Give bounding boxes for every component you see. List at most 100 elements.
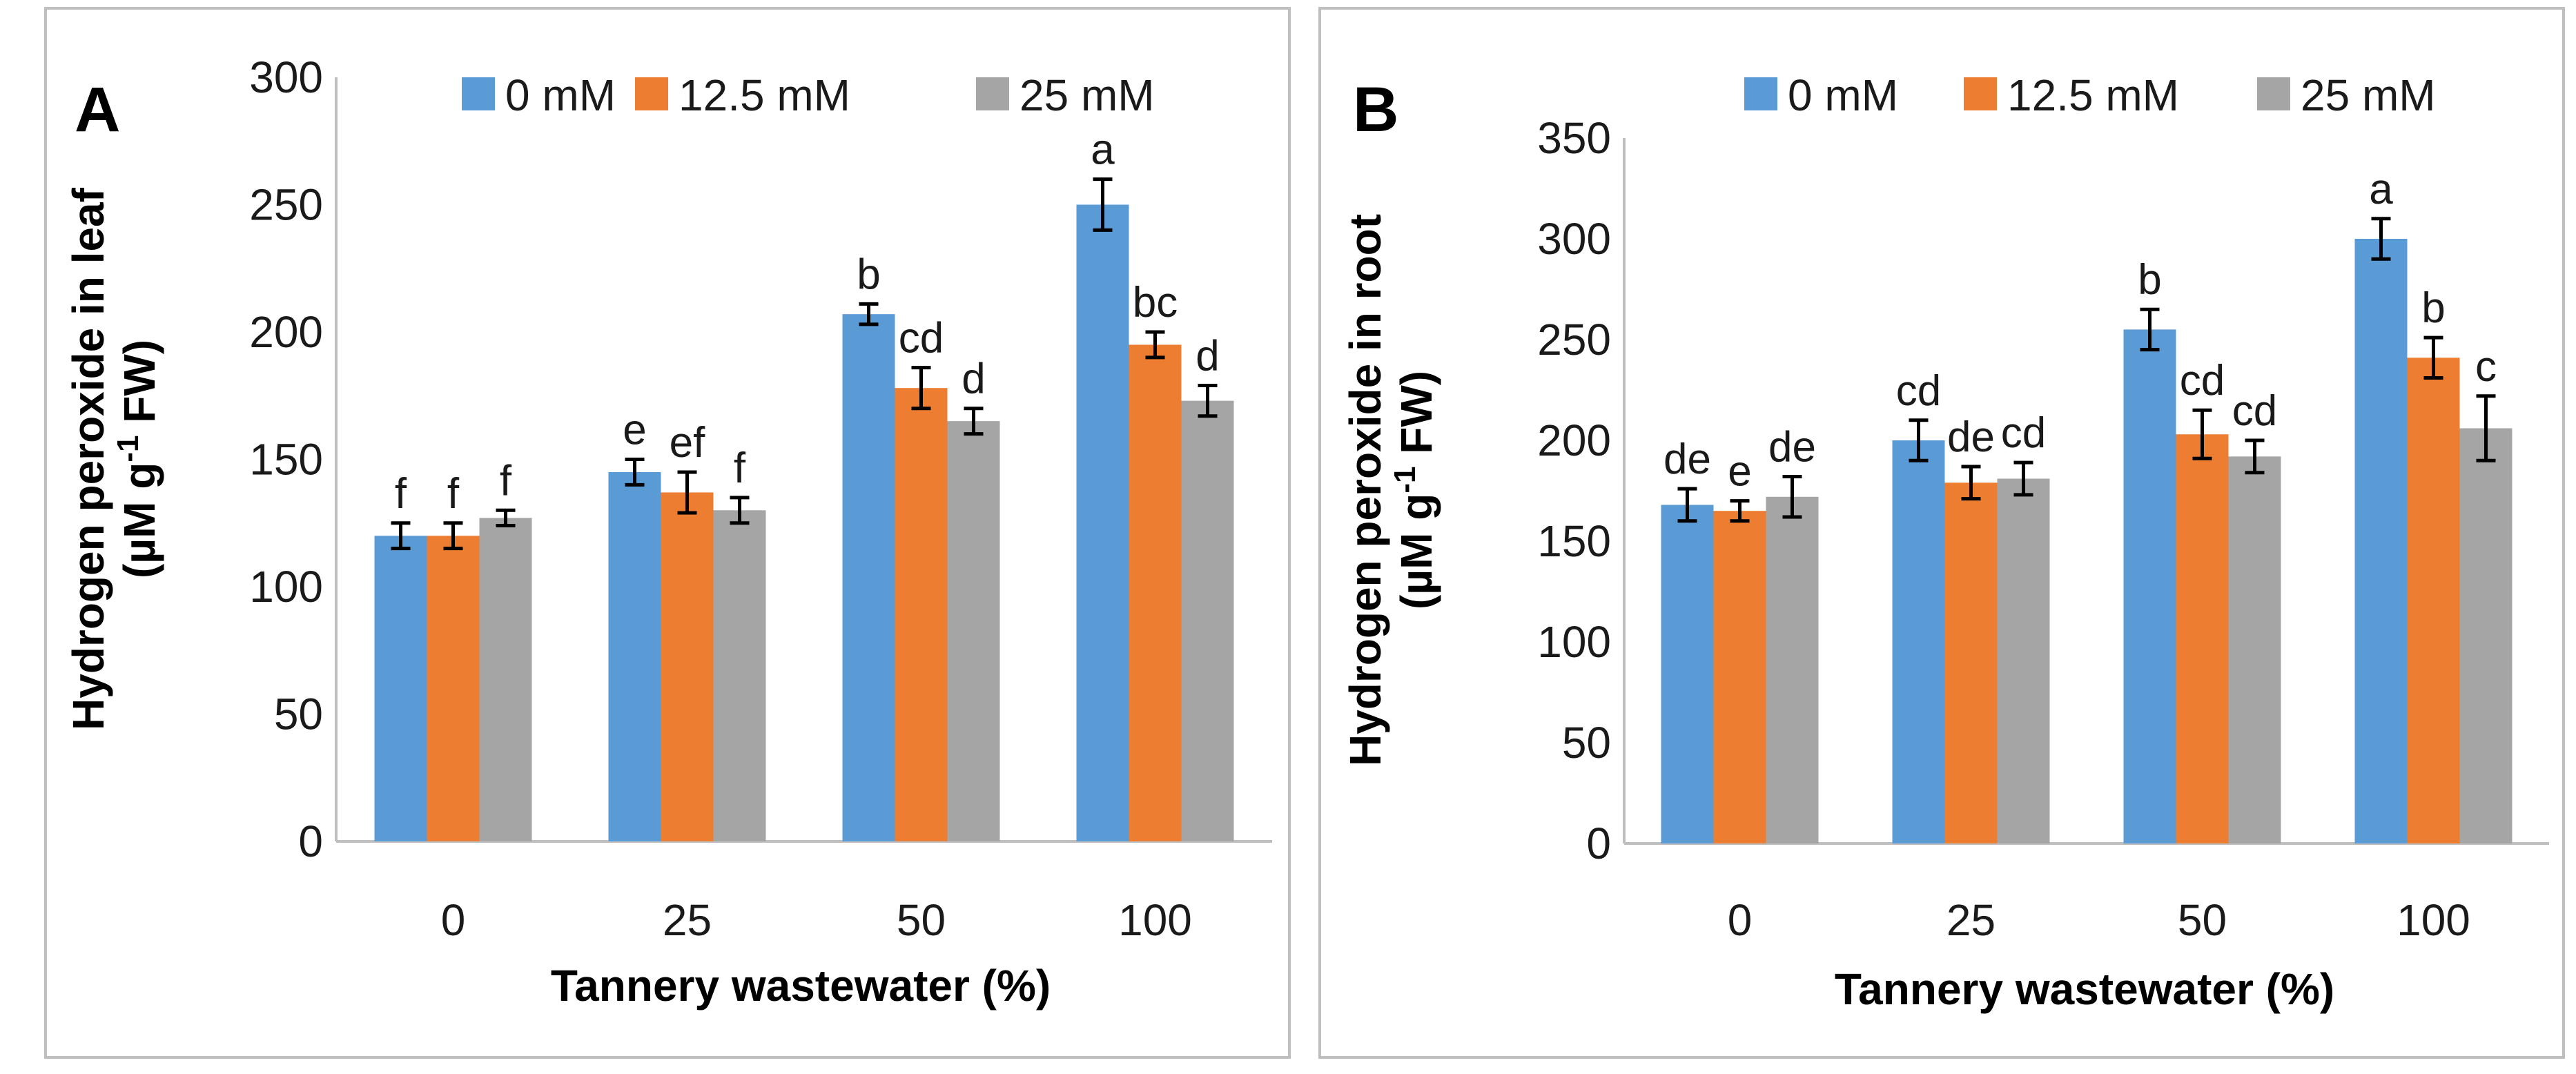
panel-b-legend-label-12-5mm: 12.5 mM bbox=[2007, 70, 2179, 120]
panel-a-y-tick-200: 200 bbox=[249, 307, 323, 357]
panel-a-12-5-mm-50-error-bar bbox=[911, 366, 931, 411]
panel-b-0-mm-100-significance-letter: a bbox=[2369, 166, 2393, 213]
panel-a-25-mm-0-error-bar bbox=[496, 508, 516, 527]
panel-a-25-mm-100-error-bar bbox=[1198, 383, 1218, 418]
panel-a-0-mm-50-error-bar bbox=[859, 302, 879, 326]
panel-a-12-5-mm-50-bar bbox=[895, 388, 948, 841]
panel-a-0-mm-50-significance-letter: b bbox=[857, 251, 880, 298]
panel-b-0-mm-50-significance-letter: b bbox=[2138, 256, 2161, 304]
panel-a-y-tick-100: 100 bbox=[249, 562, 323, 612]
panel-b-0-mm-25-significance-letter: cd bbox=[1896, 367, 1941, 415]
panel-a-0-mm-0-error-bar bbox=[391, 521, 411, 551]
panel-a-y-axis-title-line2: (µM g-1 FW) bbox=[111, 340, 164, 578]
panel-b-bars bbox=[1661, 239, 2512, 843]
panel-b-y-tick-150: 150 bbox=[1537, 516, 1611, 566]
panel-a-x-tick-100: 100 bbox=[1118, 895, 1192, 945]
panel-a-25-mm-25-significance-letter: f bbox=[734, 445, 746, 492]
panel-b-12-5-mm-50-significance-letter: cd bbox=[2180, 357, 2225, 404]
panel-a-12-5-mm-0-significance-letter: f bbox=[447, 470, 460, 518]
panel-a-0-mm-50-bar bbox=[842, 314, 895, 841]
panel-b-25-mm-0-bar bbox=[1766, 496, 1819, 843]
panel-a-12-5-mm-25-bar bbox=[661, 492, 714, 841]
panel-a-x-axis-title: Tannery wastewater (%) bbox=[551, 961, 1051, 1010]
panel-a-y-tick-150: 150 bbox=[249, 435, 323, 485]
panel-a-12-5-mm-25-error-bar bbox=[677, 470, 697, 515]
panel-a-25-mm-25-bar bbox=[713, 510, 766, 841]
panel-b-25-mm-25-bar bbox=[1997, 478, 2050, 843]
panel-b-legend-label-25mm: 25 mM bbox=[2301, 70, 2436, 120]
panel-b-y-tick-250: 250 bbox=[1537, 315, 1611, 364]
panel-b-0-mm-50-error-bar bbox=[2140, 307, 2160, 352]
panel-a-0-mm-100-significance-letter: a bbox=[1091, 126, 1115, 174]
panel-a-y-tick-300: 300 bbox=[249, 52, 323, 102]
panel-b-12-5-mm-100-error-bar bbox=[2423, 335, 2443, 380]
panel-b-legend-swatch-25mm bbox=[2257, 77, 2290, 110]
panel-b-0-mm-25-error-bar bbox=[1909, 418, 1929, 462]
panel-b-0-mm-0-error-bar bbox=[1677, 487, 1697, 523]
panel-b-12-5-mm-100-bar bbox=[2407, 358, 2460, 843]
panel-a-0-mm-100-error-bar bbox=[1093, 177, 1113, 232]
panel-b-category-labels: 0 25 50 100 bbox=[1728, 895, 2470, 945]
panel-a-category-labels: 0 25 50 100 bbox=[441, 895, 1192, 945]
panel-b-25-mm-50-error-bar bbox=[2245, 438, 2265, 475]
panel-a-25-mm-0-bar bbox=[479, 518, 532, 841]
panel-a-0-mm-0-significance-letter: f bbox=[395, 470, 407, 518]
panel-b-y-unit-prefix: (µM g bbox=[1392, 494, 1441, 609]
panel-b-25-mm-50-bar bbox=[2228, 456, 2281, 843]
panel-b-12-5-mm-50-error-bar bbox=[2192, 408, 2212, 460]
panel-a-12-5-mm-25-significance-letter: ef bbox=[670, 419, 705, 467]
panel-b-25-mm-25-error-bar bbox=[2013, 460, 2033, 497]
panel-b-legend-swatch-12-5mm bbox=[1964, 77, 1997, 110]
panel-b-12-5-mm-25-error-bar bbox=[1961, 465, 1981, 501]
panel-b-y-axis-title-line2: (µM g-1 FW) bbox=[1388, 371, 1441, 609]
panel-a-y-tick-250: 250 bbox=[249, 180, 323, 230]
panel-b-12-5-mm-0-significance-letter: e bbox=[1728, 448, 1751, 496]
panel-a-y-ticks: 0 50 100 150 200 250 300 bbox=[249, 52, 323, 866]
panel-a-legend-label-12-5mm: 12.5 mM bbox=[679, 70, 850, 120]
panel-a-legend-swatch-0mm bbox=[462, 77, 495, 110]
panel-a-y-tick-50: 50 bbox=[274, 690, 323, 739]
panel-b-y-tick-300: 300 bbox=[1537, 214, 1611, 264]
panel-a-y-unit-prefix: (µM g bbox=[115, 462, 164, 578]
panel-a-25-mm-100-bar bbox=[1181, 400, 1234, 841]
panel-a-y-axis-title-line1: Hydrogen peroxide in leaf bbox=[64, 187, 113, 730]
panel-b-y-tick-200: 200 bbox=[1537, 416, 1611, 465]
panel-a-0-mm-25-error-bar bbox=[625, 458, 645, 487]
panel-b-25-mm-100-error-bar bbox=[2476, 394, 2496, 462]
panel-b-12-5-mm-25-significance-letter: de bbox=[1947, 413, 1995, 461]
panel-b-y-tick-0: 0 bbox=[1586, 819, 1611, 868]
panel-a-legend-label-0mm: 0 mM bbox=[505, 70, 616, 120]
panel-b-0-mm-25-bar bbox=[1892, 440, 1945, 843]
panel-a-25-mm-50-bar bbox=[947, 421, 1000, 841]
panel-b-x-tick-25: 25 bbox=[1946, 895, 1996, 945]
panel-a-25-mm-50-error-bar bbox=[964, 407, 984, 436]
panel-a-25-mm-0-significance-letter: f bbox=[500, 457, 512, 505]
panel-b-0-mm-0-bar bbox=[1661, 505, 1714, 843]
panel-a-0-mm-100-bar bbox=[1076, 204, 1129, 841]
panel-a-legend-swatch-25mm bbox=[976, 77, 1009, 110]
panel-b-25-mm-0-significance-letter: de bbox=[1768, 424, 1816, 471]
panel-b-y-unit-exponent: -1 bbox=[1388, 467, 1422, 494]
panel-b-y-tick-100: 100 bbox=[1537, 617, 1611, 667]
panel-b-0-mm-50-bar bbox=[2123, 329, 2176, 843]
panel-a-25-mm-50-significance-letter: d bbox=[962, 355, 985, 403]
panel-a-legend: 0 mM 12.5 mM 25 mM bbox=[462, 70, 1155, 120]
panel-a-error-bars bbox=[391, 177, 1218, 551]
panel-a-12-5-mm-0-error-bar bbox=[443, 521, 463, 551]
panel-b-0-mm-100-error-bar bbox=[2371, 217, 2391, 261]
panel-b-25-mm-0-error-bar bbox=[1782, 475, 1802, 519]
panel-a-12-5-mm-100-error-bar bbox=[1145, 330, 1165, 360]
panel-b-25-mm-50-significance-letter: cd bbox=[2232, 387, 2277, 435]
panel-b-0-mm-100-bar bbox=[2354, 239, 2408, 843]
panel-b-legend-swatch-0mm bbox=[1744, 77, 1777, 110]
panel-a-y-unit-exponent: -1 bbox=[111, 436, 145, 462]
panel-b-12-5-mm-0-error-bar bbox=[1730, 499, 1750, 523]
panel-a-0-mm-25-bar bbox=[608, 471, 661, 841]
panel-b-x-tick-0: 0 bbox=[1728, 895, 1753, 945]
panel-b-y-axis-title: Hydrogen peroxide in root (µM g-1 FW) bbox=[1340, 214, 1441, 766]
